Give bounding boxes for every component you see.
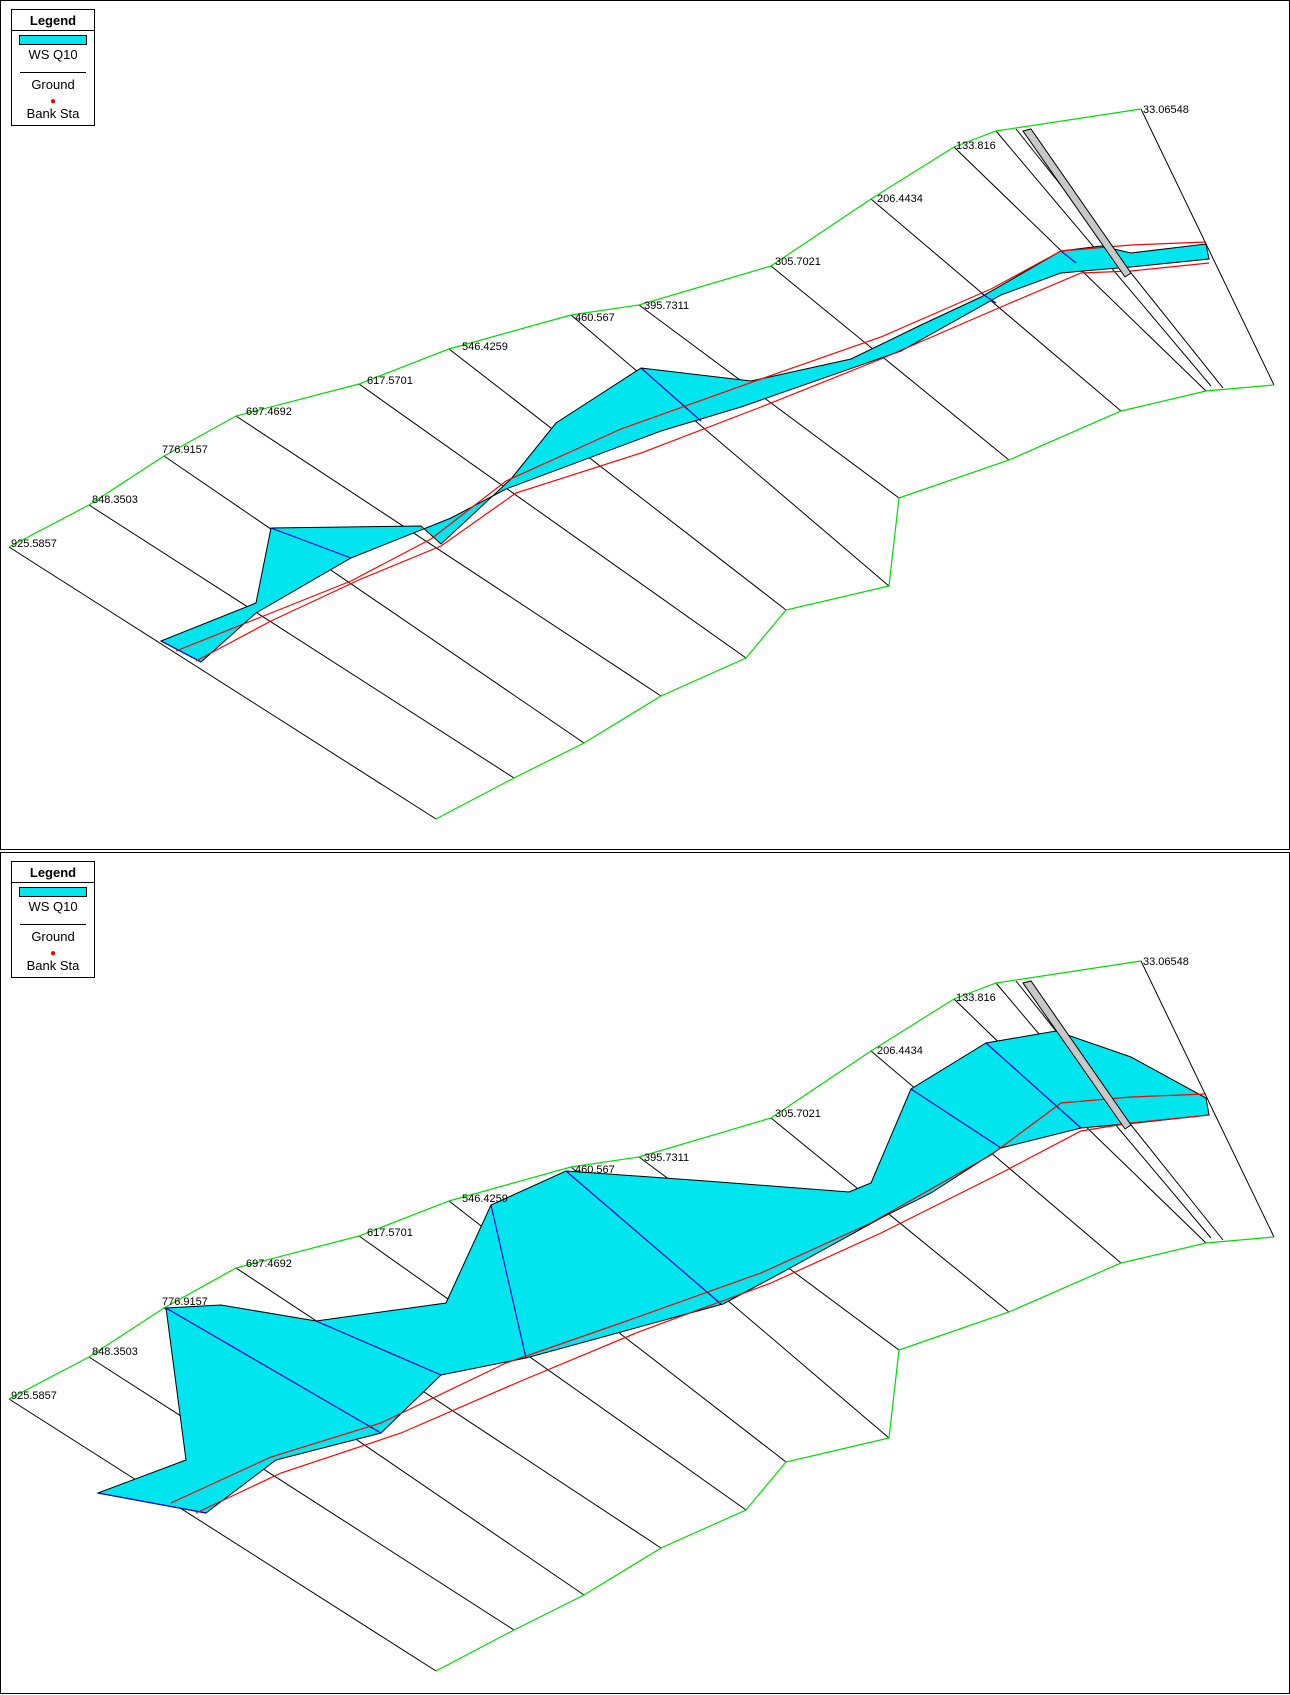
xs-label-206: 206.4434	[877, 1045, 923, 1057]
xs-label-617: 617.5701	[367, 1227, 413, 1239]
xs-label-617: 617.5701	[367, 375, 413, 387]
downstream-boundary	[435, 1236, 1275, 1672]
xs-label-305: 305.7021	[775, 1108, 821, 1120]
xs-label-848: 848.3503	[92, 1346, 138, 1358]
plot-panel-bottom: 925.5857 848.3503 776.9157 697.4692 617.…	[0, 852, 1290, 1694]
xs-label-395: 395.7311	[644, 300, 689, 312]
xs-label-776: 776.9157	[162, 444, 208, 456]
xs-label-133: 133.816	[956, 992, 996, 1004]
xs-label-460: 460.567	[575, 1164, 615, 1176]
bridge-icon	[1022, 980, 1132, 1130]
downstream-boundary	[435, 384, 1275, 820]
bank-lines	[175, 241, 1210, 662]
legend-ground-label: Ground	[31, 77, 75, 92]
legend-ground-label: Ground	[31, 929, 75, 944]
xs-label-33: 33.06548	[1143, 104, 1189, 116]
xs-label-33: 33.06548	[1143, 956, 1189, 968]
plot-panel-top: 925.5857 848.3503 776.9157 697.4692 617.…	[0, 0, 1290, 850]
xs-label-848: 848.3503	[92, 494, 138, 506]
water-swatch-icon	[19, 35, 87, 45]
perspective-plot-bottom: 925.5857 848.3503 776.9157 697.4692 617.…	[8, 956, 1275, 1672]
xs-label-206: 206.4434	[877, 193, 923, 205]
upstream-boundary	[8, 108, 1142, 548]
ground-line-icon	[20, 924, 86, 925]
xs-label-305: 305.7021	[775, 256, 821, 268]
bridge-icon	[1022, 128, 1132, 278]
legend-item-ws: WS Q10	[12, 31, 94, 66]
cross-section-labels: 925.5857 848.3503 776.9157 697.4692 617.…	[11, 104, 1189, 550]
xs-label-697: 697.4692	[246, 406, 292, 418]
water-swatch-icon	[19, 887, 87, 897]
xs-label-925: 925.5857	[11, 1390, 57, 1402]
legend-item-ground: Ground	[12, 918, 94, 948]
bank-dot-icon: ●	[49, 948, 57, 959]
legend-bank-label: Bank Sta	[26, 106, 80, 121]
legend-item-bank: ● Bank Sta	[12, 948, 94, 977]
xs-label-925: 925.5857	[11, 538, 57, 550]
water-surface	[96, 1030, 1210, 1514]
channel-lines	[160, 250, 1077, 663]
cross-section-labels: 925.5857 848.3503 776.9157 697.4692 617.…	[11, 956, 1189, 1402]
legend: Legend WS Q10 Ground ● Bank Sta	[11, 9, 95, 126]
legend-title: Legend	[12, 862, 94, 883]
ground-line-icon	[20, 72, 86, 73]
legend-item-ws: WS Q10	[12, 883, 94, 918]
legend-item-bank: ● Bank Sta	[12, 96, 94, 125]
legend-bank-label: Bank Sta	[26, 958, 80, 973]
xs-label-776: 776.9157	[162, 1296, 208, 1308]
legend-title: Legend	[12, 10, 94, 31]
xs-label-133: 133.816	[956, 140, 996, 152]
legend: Legend WS Q10 Ground ● Bank Sta	[11, 861, 95, 978]
legend-ws-label: WS Q10	[28, 47, 78, 62]
water-surface	[159, 243, 1210, 663]
bank-lines	[170, 1093, 1210, 1514]
xs-label-546: 546.4259	[462, 341, 508, 353]
channel-lines	[97, 1042, 1082, 1514]
xs-label-546: 546.4259	[462, 1193, 508, 1205]
legend-ws-label: WS Q10	[28, 899, 78, 914]
legend-item-ground: Ground	[12, 66, 94, 96]
perspective-plot-top: 925.5857 848.3503 776.9157 697.4692 617.…	[8, 104, 1275, 820]
bank-dot-icon: ●	[49, 96, 57, 107]
xs-label-460: 460.567	[575, 312, 615, 324]
xs-label-697: 697.4692	[246, 1258, 292, 1270]
xs-label-395: 395.7311	[644, 1152, 689, 1164]
upstream-boundary	[8, 960, 1142, 1400]
